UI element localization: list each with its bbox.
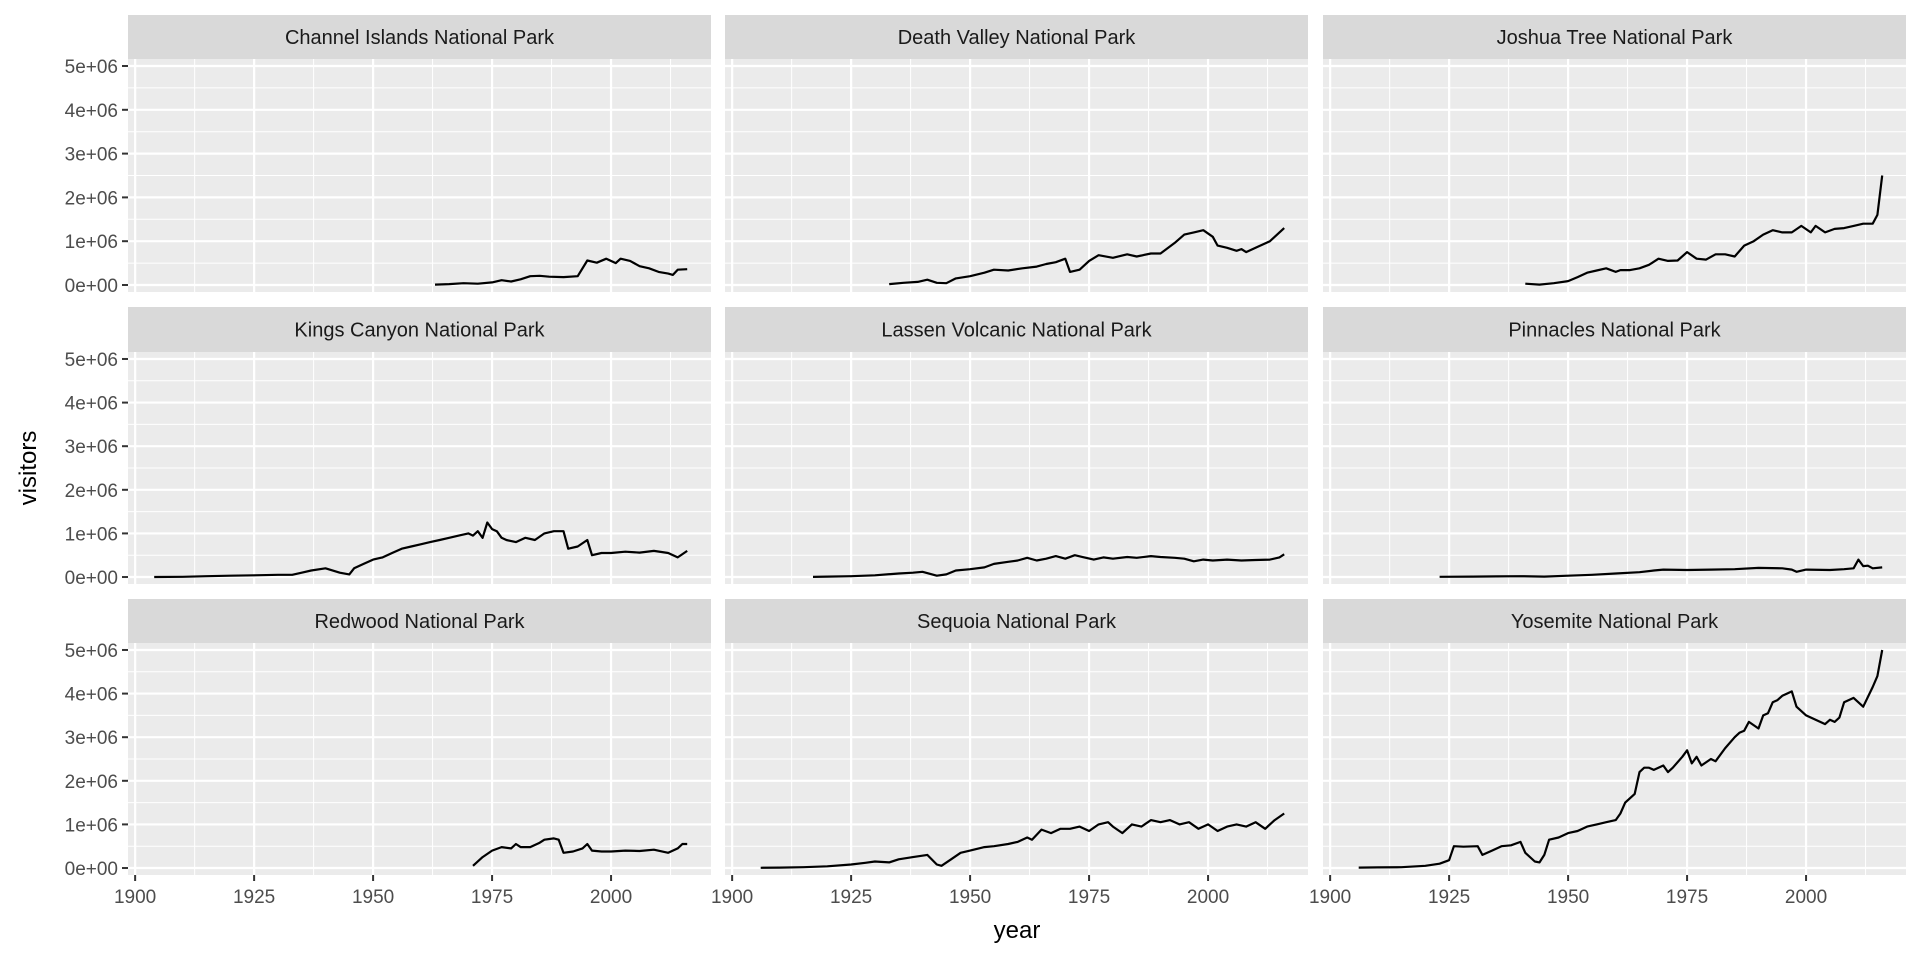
y-tick-label: 5e+06 [65,641,118,662]
x-tick-label: 1950 [352,887,394,908]
x-tick-label: 1975 [1068,887,1110,908]
y-axis-title: visitors [15,431,42,506]
x-axis-title: year [994,917,1041,944]
facet-strip-label: Lassen Volcanic National Park [881,320,1152,342]
y-tick-label: 4e+06 [65,685,118,706]
facet-strip-label: Sequoia National Park [917,611,1117,633]
facet-strip-label: Joshua Tree National Park [1497,27,1734,49]
facet-strip-label: Yosemite National Park [1511,611,1719,633]
y-tick-label: 1e+06 [65,815,118,836]
data-line [1525,175,1884,286]
facet-strip [128,599,711,643]
data-line [760,812,1285,869]
facet-panel: Death Valley National Park [725,15,1308,292]
facet-strip-label: Kings Canyon National Park [294,320,545,342]
facet-panel: Lassen Volcanic National Park [725,307,1308,584]
facet-strip [1323,307,1906,352]
data-line [889,227,1285,286]
y-tick-label: 0e+00 [65,859,118,880]
facet-panel: Redwood National Park 0e+00 1e+06 2e+06 3e+0… [65,599,711,908]
y-tick-label: 2e+06 [65,188,118,209]
x-tick-label: 2000 [1785,887,1827,908]
y-tick-label: 0e+00 [65,568,118,589]
x-tick-label: 1950 [1547,887,1589,908]
y-tick-label: 3e+06 [65,728,118,749]
y-tick-label: 2e+06 [65,772,118,793]
y-tick-label: 1e+06 [65,232,118,253]
facet-strip [1323,599,1906,643]
y-tick-label: 5e+06 [65,57,118,78]
facet-strip-label: Pinnacles National Park [1508,320,1721,342]
facet-strip [725,15,1308,59]
x-tick-label: 1925 [830,887,872,908]
x-tick-label: 1900 [114,887,156,908]
y-tick-label: 0e+00 [65,276,118,297]
data-line [154,521,688,579]
x-tick-label: 1925 [1428,887,1470,908]
facet-strip-label: Channel Islands National Park [285,27,555,49]
facet-panel: Channel Islands National Park 0e+00 1e+06 2… [65,15,711,297]
x-tick-label: 1925 [233,887,275,908]
facet-strip-label: Redwood National Park [314,611,525,633]
y-tick-label: 3e+06 [65,437,118,458]
x-tick-label: 1950 [949,887,991,908]
facet-strip-label: Death Valley National Park [898,27,1137,49]
x-tick-label: 1975 [1666,887,1708,908]
x-tick-label: 1900 [1309,887,1351,908]
data-line [472,837,688,867]
facet-strip [725,599,1308,643]
data-line [812,553,1285,578]
x-tick-label: 2000 [1187,887,1229,908]
x-tick-label: 1975 [471,887,513,908]
facet-panel: Pinnacles National Park [1323,307,1906,584]
facet-panel: Yosemite National Park 1900 1925 1950 1975 20… [1309,599,1906,908]
y-tick-label: 3e+06 [65,145,118,166]
facet-strip [725,307,1308,352]
data-line [1439,558,1883,578]
x-tick-label: 1900 [711,887,753,908]
y-tick-label: 4e+06 [65,101,118,122]
facet-strip [128,307,711,352]
facet-strip [1323,15,1906,59]
y-tick-label: 1e+06 [65,524,118,545]
y-tick-label: 5e+06 [65,350,118,371]
facet-panel: Joshua Tree National Park [1323,15,1906,292]
y-tick-label: 4e+06 [65,394,118,415]
x-tick-label: 2000 [590,887,632,908]
facet-strip [128,15,711,59]
facet-panel: Sequoia National Park 1900 1925 1950 1975 200… [711,599,1308,908]
data-line [434,257,688,286]
y-tick-label: 2e+06 [65,481,118,502]
facet-panel: Kings Canyon National Park 0e+00 1e+06 2e+0… [65,307,711,589]
data-line [1358,649,1884,869]
